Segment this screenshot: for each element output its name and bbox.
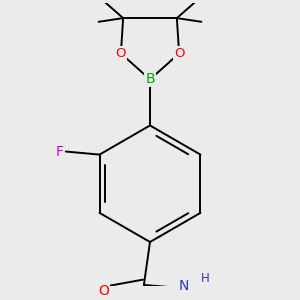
Text: H: H xyxy=(201,272,210,285)
Text: B: B xyxy=(145,73,155,86)
Text: N: N xyxy=(178,280,189,293)
Text: O: O xyxy=(99,284,110,298)
Text: O: O xyxy=(174,47,184,60)
Text: F: F xyxy=(56,145,64,158)
Text: O: O xyxy=(116,47,126,60)
